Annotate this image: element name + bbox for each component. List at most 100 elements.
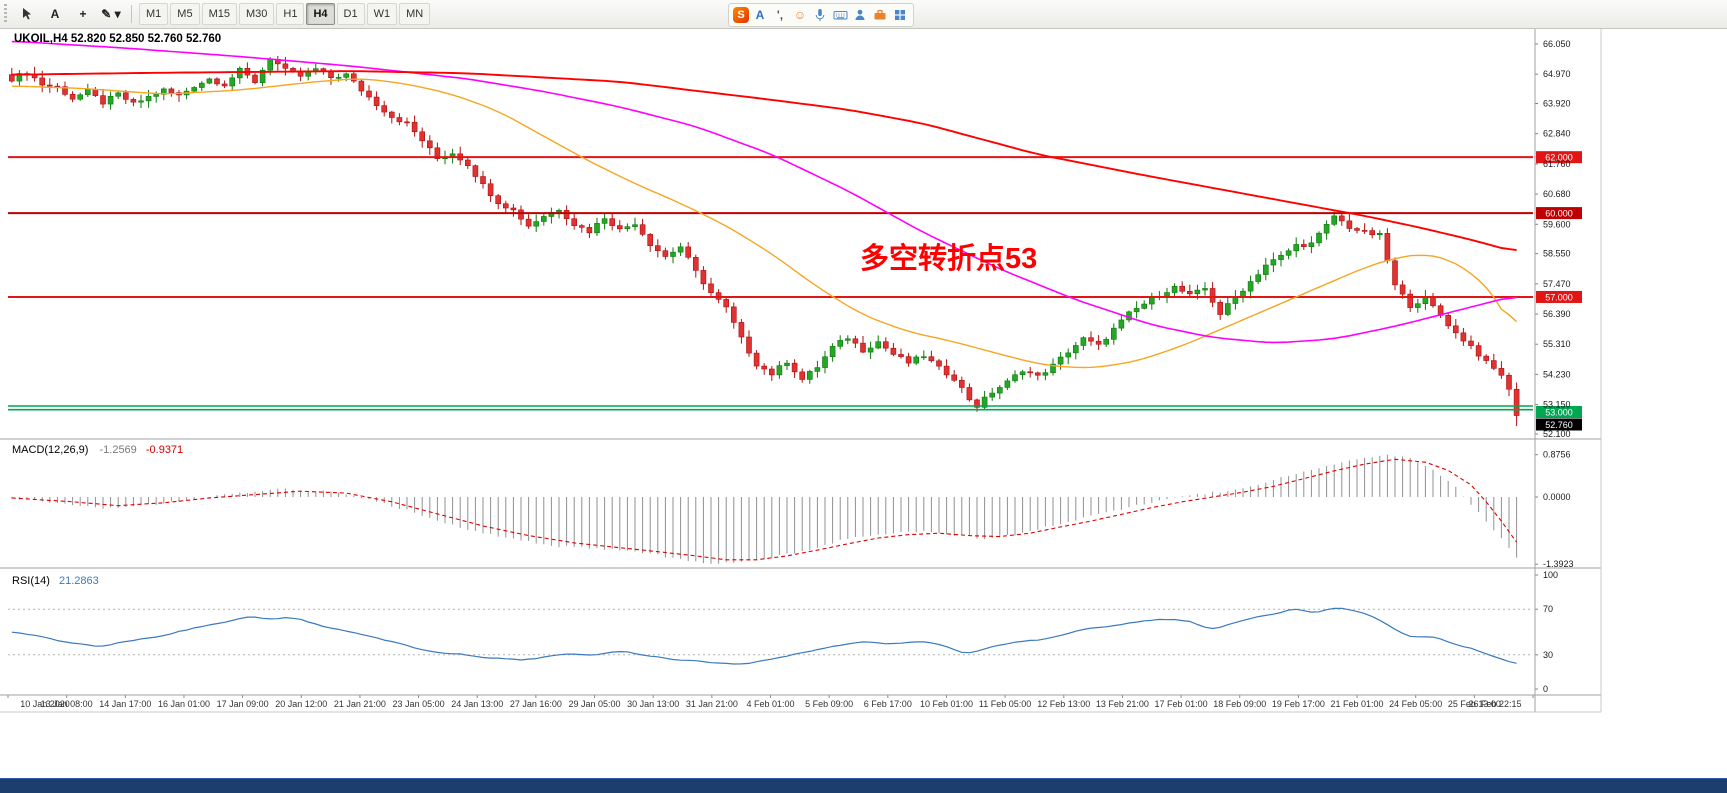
rsi-scale-tick: 100 [1543,570,1558,580]
rsi-layer: 100 70 30 0 [8,570,1558,694]
ime-apps-icon[interactable] [891,6,909,24]
rsi-scale-tick: 70 [1543,604,1553,614]
timeframe-button-MN[interactable]: MN [399,3,431,25]
svg-text:52.760: 52.760 [1545,420,1573,430]
ime-mic-icon[interactable] [811,6,829,24]
time-label: 23 Jan 05:00 [393,699,445,709]
time-label: 16 Jan 01:00 [158,699,210,709]
moving-averages-layer [11,40,1518,369]
macd-scale-tick: 0.8756 [1543,450,1571,460]
timeframe-button-H1[interactable]: H1 [276,3,305,25]
text-tool-button[interactable]: A [50,7,60,21]
annotation-text[interactable]: 多空转折点53 [860,241,1037,275]
time-label: 18 Feb 09:00 [1213,699,1266,709]
ma-slow-line [11,70,1517,252]
time-label: 13 Feb 21:00 [1096,699,1149,709]
time-label: 11 Feb 05:00 [979,699,1031,709]
timeframe-button-M1[interactable]: M1 [139,3,169,25]
macd-scale-tick: 0.0000 [1543,492,1571,502]
price-tick: 53.150 [1543,400,1571,410]
time-label: 5 Feb 09:00 [805,699,853,709]
separators-layer [0,28,1602,713]
toolbar-drag-handle[interactable] [2,4,9,24]
cursor-tool-button[interactable] [14,2,40,26]
time-label: 24 Feb 05:00 [1389,699,1442,709]
rsi-scale-tick: 0 [1543,684,1548,694]
ime-keyboard-icon[interactable] [831,6,849,24]
time-label: 12 Feb 13:00 [1037,699,1090,709]
price-tick: 60.680 [1543,189,1571,199]
time-label: 19 Feb 17:00 [1272,699,1325,709]
price-tick: 57.470 [1543,279,1571,289]
svg-text:62.000: 62.000 [1545,153,1573,163]
rsi-panel-area[interactable] [8,569,1533,694]
macd-name: MACD(12,26,9) [12,444,88,456]
hlines-layer: 62.000 60.000 57.000 53.000 [8,151,1582,418]
time-label: 21 Feb 01:00 [1331,699,1384,709]
price-tick: 52.100 [1543,429,1571,439]
svg-text:57.000: 57.000 [1545,292,1573,302]
timeframe-button-D1[interactable]: D1 [336,3,365,25]
macd-label: MACD(12,26,9) -1.2569 -0.9371 [12,444,183,456]
time-label: 30 Jan 13:00 [627,699,679,709]
time-label: 10 Feb 01:00 [920,699,973,709]
price-tick: 59.600 [1543,219,1571,229]
timeframe-button-H4[interactable]: H4 [306,3,335,25]
time-label: 13 Jan 08:00 [41,699,93,709]
price-scale-ticks: 66.050 64.970 63.920 62.840 61.760 60.680 59.6… [1535,39,1582,439]
draw-tools-button[interactable]: ✎ ▾ [101,7,121,21]
current-price-box [1536,418,1582,431]
macd-panel-area[interactable] [8,440,1533,567]
price-tick: 54.230 [1543,369,1571,379]
price-tick: 63.920 [1543,98,1571,108]
price-tick: 64.970 [1543,69,1571,79]
price-tick: 55.310 [1543,339,1571,349]
hline-62.000-box [1536,151,1582,164]
time-label: 21 Jan 21:00 [334,699,386,709]
time-label: 17 Feb 01:00 [1155,699,1208,709]
ime-emoji-icon[interactable]: ☺ [793,8,807,22]
price-tick: 62.840 [1543,129,1571,139]
svg-text:60.000: 60.000 [1545,209,1573,219]
price-scale[interactable] [1535,28,1601,712]
ime-lang-icon[interactable]: A [755,8,765,22]
timeframe-button-M30[interactable]: M30 [238,3,275,25]
crosshair-tool-button[interactable]: + [79,7,87,21]
macd-main-value: -1.2569 [99,444,136,456]
price-tick: 56.390 [1543,309,1571,319]
timeframes-toolbar: M1 M5 M15 M30 H1 H4 D1 W1 MN [138,3,431,25]
sogou-logo-icon[interactable]: S [733,7,749,23]
time-label: 27 Jan 16:00 [510,699,562,709]
tools-group: A + ✎ ▾ [13,2,125,26]
rsi-name: RSI(14) [12,575,50,587]
rsi-value: 21.2863 [59,575,99,587]
chart-title: UKOIL,H4 52.820 52.850 52.760 52.760 [14,33,221,45]
ma-fast-line [11,78,1518,369]
timeframe-button-W1[interactable]: W1 [366,3,398,25]
time-label: 29 Jan 05:00 [569,699,621,709]
ime-toolbox-icon[interactable] [871,6,889,24]
svg-text:53.000: 53.000 [1545,408,1573,418]
ime-punctuation-icon[interactable]: ', [776,8,784,22]
time-label: 20 Jan 12:00 [275,699,327,709]
rsi-line [11,607,1517,665]
price-tick: 58.550 [1543,249,1571,259]
timeframe-button-M5[interactable]: M5 [170,3,200,25]
ime-account-icon[interactable] [851,6,869,24]
price-tick: 66.050 [1543,39,1571,49]
timeframe-button-M15[interactable]: M15 [201,3,237,25]
time-label: 4 Feb 01:00 [746,699,794,709]
time-label: 24 Jan 13:00 [451,699,503,709]
macd-signal-line [11,458,1518,561]
hline-53.000-box [1536,406,1582,418]
ma-mid-line [11,40,1517,344]
rsi-scale-tick: 30 [1543,650,1553,660]
rsi-label: RSI(14) 21.2863 [12,575,99,587]
time-axis[interactable] [8,695,1533,712]
taskbar-strip [0,778,1727,793]
toolbar-separator [131,5,132,23]
time-label: 10 Jan 2020 [20,699,70,709]
